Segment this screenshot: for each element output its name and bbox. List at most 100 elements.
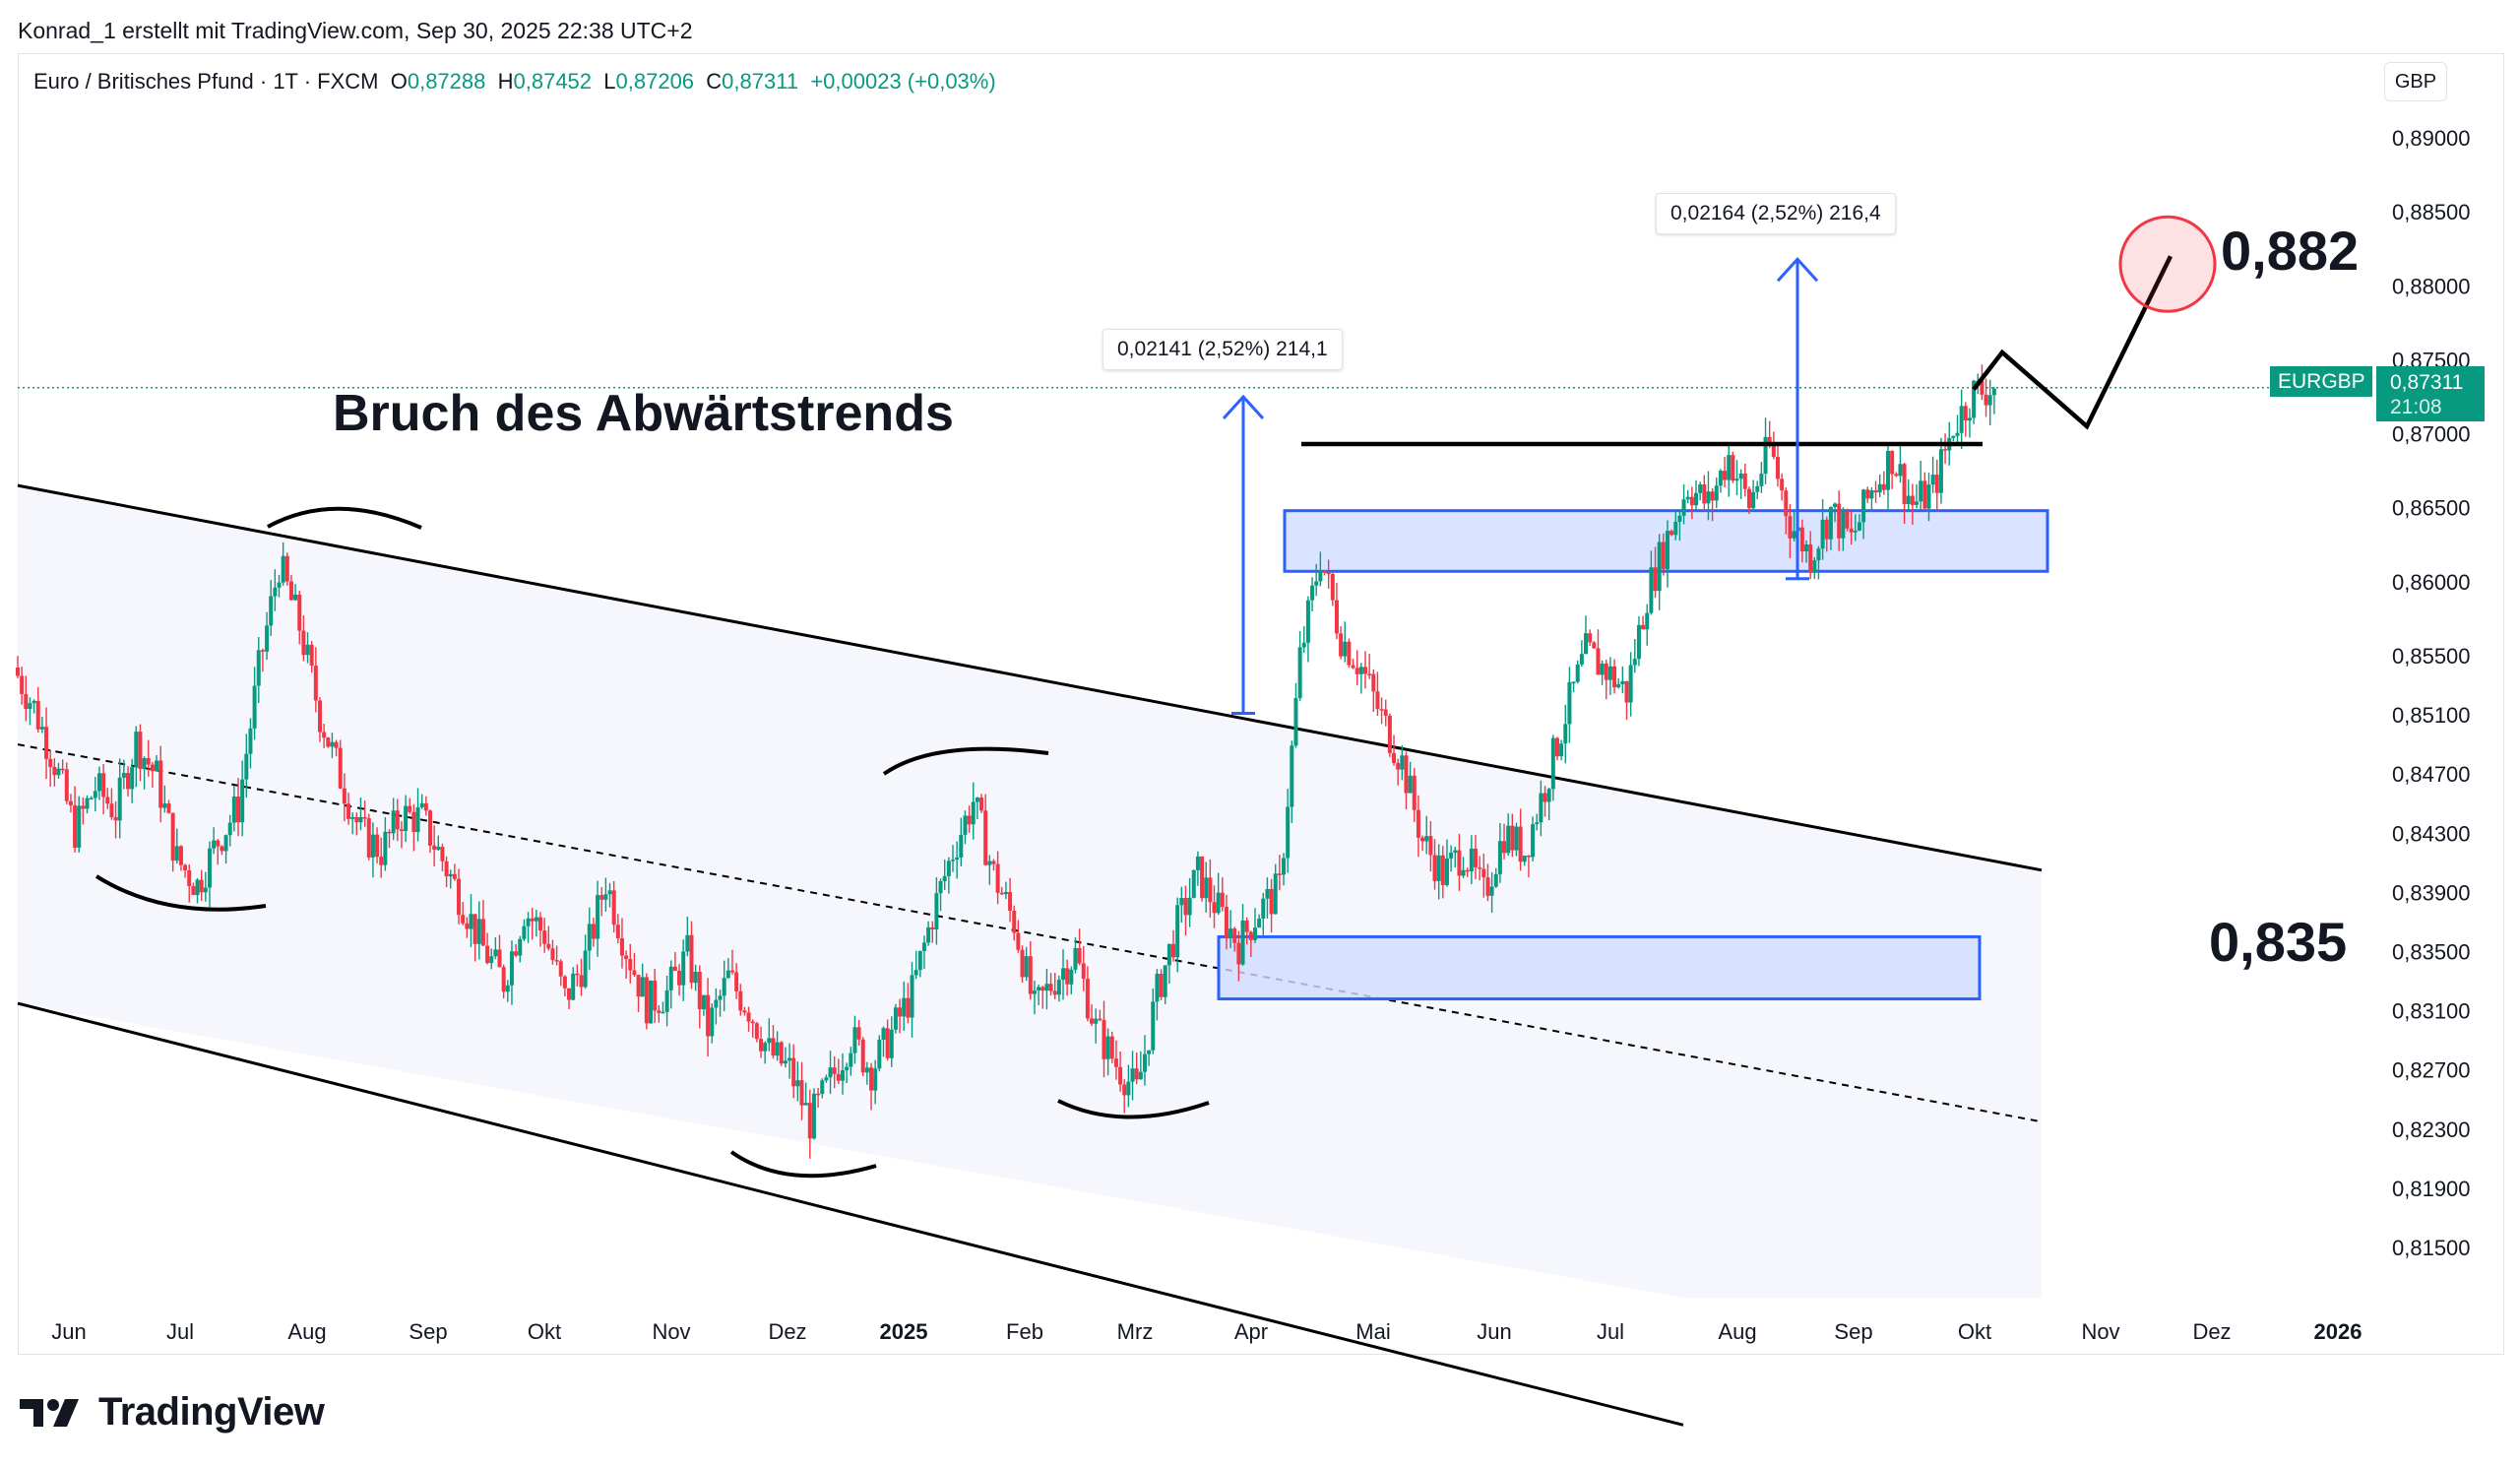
candle-body [1767,436,1772,442]
candle-body [845,1066,850,1071]
candle-body [1048,984,1053,991]
candle-body [281,555,285,583]
candle-body [579,975,584,988]
candle-body [408,805,412,812]
candle-body [1922,480,1927,509]
tradingview-logo[interactable]: TradingView [20,1390,325,1435]
candle-body [902,997,907,1017]
candle-body [518,938,523,956]
candle-body [399,829,404,832]
candle-body [423,802,428,811]
candle-body [461,915,466,924]
x-tick-label: Aug [287,1319,326,1344]
measure-label-2[interactable]: 0,02164 (2,52%) 216,4 [1656,193,1896,234]
candle-body [1816,548,1821,561]
candle-body [1959,406,1964,433]
candle-body [763,1043,768,1052]
candle-body [567,988,572,1000]
chart-credit: Konrad_1 erstellt mit TradingView.com, S… [18,18,693,43]
candle-body [661,1011,665,1014]
candle-body [649,980,654,1024]
candle-body [1195,856,1200,870]
candle-body [1531,824,1536,858]
candle-body [1069,969,1074,985]
candle-body [1105,1036,1110,1059]
x-tick-label: 2026 [2314,1319,2362,1344]
x-tick-label: Sep [1834,1319,1872,1344]
swing-marker-arc [1057,1099,1210,1119]
projection-path [1972,255,2174,430]
candle-body [1620,680,1625,684]
candle-body [1734,479,1739,481]
candle-body [404,805,409,832]
currency-selector[interactable]: GBP [2384,62,2447,101]
candle-body [1012,910,1017,933]
symbol-tag: EURGBP [2270,366,2372,397]
candle-body [1841,510,1846,539]
candle-body [950,860,955,862]
candle-body [791,1057,796,1087]
candle-body [1297,647,1302,699]
candle-body [248,728,253,754]
candle-body [653,980,658,1011]
candle-body [1465,869,1470,872]
candle-body [191,885,196,896]
candle-body [1432,855,1437,881]
bar-countdown: 21:08 [2390,396,2442,418]
target-price-label: 0,882 [2221,220,2360,282]
candle-body [207,848,212,888]
candle-body [693,972,698,984]
candle-body [52,766,57,776]
candle-body [538,917,543,931]
candle-body [476,919,481,944]
candle-body [1416,809,1420,838]
candle-body [1869,490,1874,499]
candle-body [1799,527,1804,552]
candle-body [1828,507,1833,540]
candle-body [1375,691,1380,710]
candle-body [979,798,984,811]
candle-body [803,1103,808,1106]
candle-body [166,803,171,813]
candle-body [231,797,236,823]
candle-body [1322,570,1327,573]
y-tick-label: 0,84300 [2392,821,2471,846]
candle-body [277,582,282,588]
candle-body [1930,475,1935,485]
candle-body [1649,567,1654,613]
measure-label-1[interactable]: 0,02141 (2,52%) 214,1 [1102,329,1343,370]
candle-body [1604,663,1608,680]
candle-body [440,847,445,862]
candle-body [117,777,122,821]
candle-body [1784,490,1789,517]
candle-body [1151,1001,1156,1051]
candle-body [1607,666,1612,680]
y-tick-label: 0,82300 [2392,1117,2471,1142]
candle-body [1171,943,1176,958]
candle-body [1742,473,1747,489]
candle-body [1037,987,1041,991]
candle-body [1347,641,1352,666]
channel-layer [17,483,2043,1427]
candle-body [1804,543,1809,552]
candle-body [1400,755,1405,770]
high-label: H [497,69,514,94]
candle-body [1514,826,1519,851]
candle-body [1567,681,1572,725]
y-tick-label: 0,86500 [2392,496,2471,521]
candle-body [987,861,992,865]
candle-body [640,977,645,997]
candle-body [836,1073,841,1081]
candle-body [1780,479,1785,491]
candle-body [77,805,82,848]
candle-body [893,1007,898,1030]
candle-body [1301,642,1306,648]
candle-body [930,926,935,930]
x-tick-label: Mrz [1117,1319,1154,1344]
candle-body [1428,836,1433,856]
candle-body [1387,715,1392,753]
candle-body [391,810,396,834]
candle-body [1714,485,1719,501]
candle-body [212,840,217,849]
